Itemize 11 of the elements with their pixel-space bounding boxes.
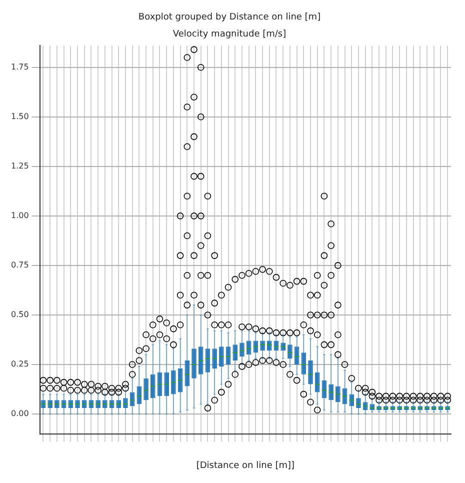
y-tick-label: 0.00 [11,409,29,418]
chart-subtitle: Velocity magnitude [m/s] [172,30,286,40]
x-axis-title: [Distance on line [m]] [196,460,295,471]
y-tick-label: 1.50 [11,112,29,121]
y-tick-label: 1.00 [11,211,29,220]
y-tick-label: 0.75 [11,260,29,270]
y-tick-label: 1.25 [11,161,29,170]
y-tick-label: 0.50 [11,310,29,320]
y-tick-label: 1.75 [11,62,29,72]
y-tick-label: 0.25 [11,360,29,369]
chart-title: Boxplot grouped by Distance on line [m] [138,12,321,23]
